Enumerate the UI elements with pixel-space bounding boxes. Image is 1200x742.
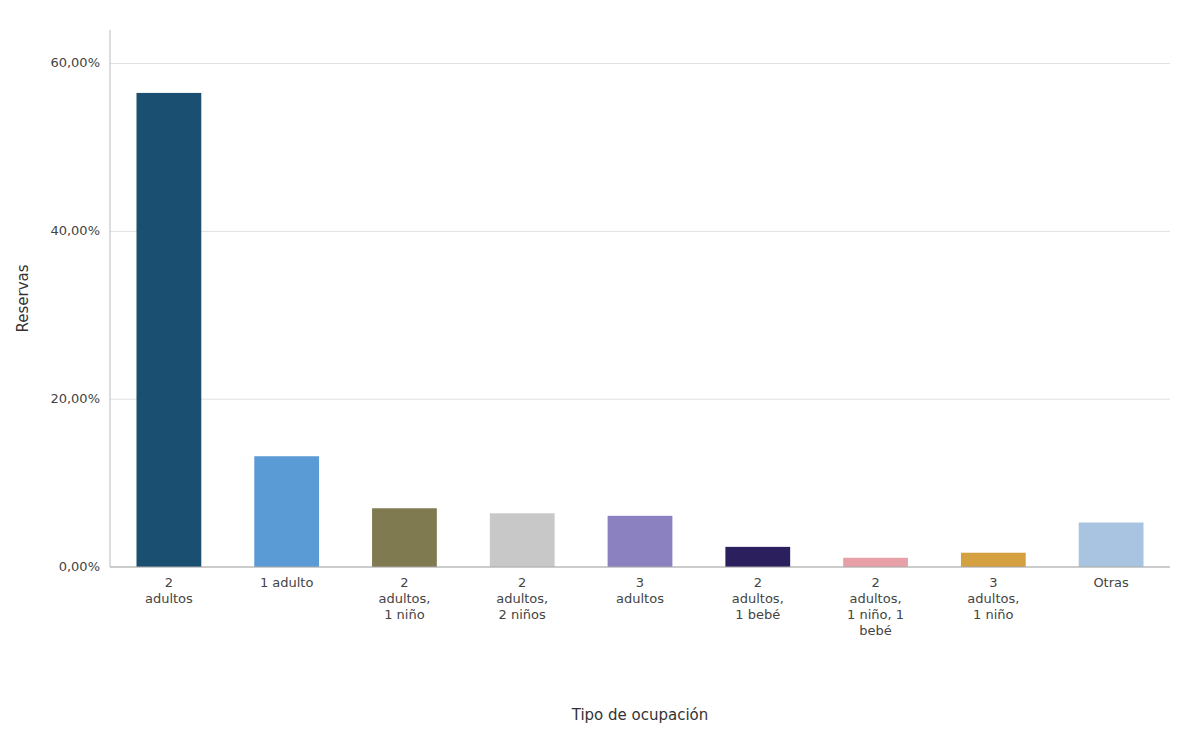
x-tick-label: 3adultos,1 niño — [967, 575, 1019, 622]
x-axis: 2adultos 1 adulto 2adultos,1 niño 2adultos,… — [145, 575, 1129, 638]
y-tick-label: 0,00% — [59, 559, 100, 574]
x-tick-label: 2adultos,2 niños — [496, 575, 548, 622]
x-tick-label: 2adultos,1 bebé — [732, 575, 784, 622]
grid — [110, 64, 1170, 567]
bar — [254, 456, 319, 567]
chart-container: 0,00%20,00%40,00%60,00%2adultos1 adulto2… — [0, 0, 1200, 742]
y-axis-label: Reservas — [14, 264, 32, 332]
bar — [843, 558, 908, 567]
bar — [725, 547, 790, 567]
bar — [137, 93, 202, 567]
bars — [137, 93, 1144, 567]
x-tick-label: Otras — [1093, 575, 1129, 590]
bar — [961, 553, 1026, 567]
y-tick-label: 40,00% — [50, 223, 100, 238]
bar — [490, 513, 555, 567]
x-axis-line — [110, 567, 1170, 568]
bar — [372, 508, 437, 567]
grid-line — [110, 567, 1170, 568]
x-tick-label: 1 adulto — [260, 575, 314, 590]
bar — [608, 516, 673, 567]
x-axis-label: Tipo de ocupación — [571, 706, 709, 724]
y-tick-label: 20,00% — [50, 391, 100, 406]
x-tick-label: 2adultos — [145, 575, 193, 606]
bar — [1079, 523, 1144, 567]
y-axis: 0,00% 20,00% 40,00% 60,00% — [50, 30, 110, 574]
x-tick-label: 2adultos,1 niño, 1bebé — [847, 575, 904, 638]
y-tick-label: 60,00% — [50, 55, 100, 70]
x-tick-label: 2adultos,1 niño — [378, 575, 430, 622]
grid-line — [110, 63, 1170, 64]
chart-svg: 0,00%20,00%40,00%60,00%2adultos1 adulto2… — [0, 0, 1200, 742]
y-axis-line — [110, 30, 111, 567]
grid-line — [110, 231, 1170, 232]
x-tick-label: 3adultos — [616, 575, 664, 606]
grid-line — [110, 399, 1170, 400]
